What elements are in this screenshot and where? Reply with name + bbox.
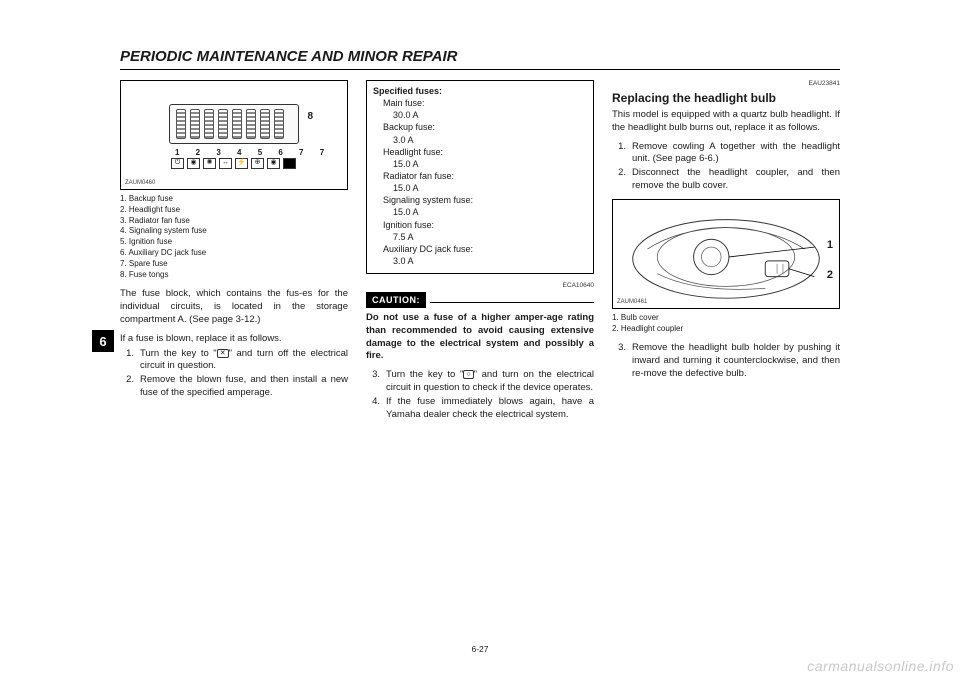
fuse-icon-row: ⏻◉✺↔⚡⊕◉: [171, 158, 297, 170]
figure-code: ZAUM0461: [617, 298, 647, 306]
callout-1: 1: [827, 238, 833, 253]
caution-label: CAUTION:: [366, 292, 426, 308]
legend-item: 1. Bulb cover: [612, 313, 840, 324]
paragraph: The fuse block, which contains the fus-e…: [120, 288, 348, 326]
watermark: carmanualsonline.info: [807, 658, 954, 674]
step: 1. Turn the key to "✕" and turn off the …: [120, 348, 348, 374]
legend-item: 1. Backup fuse: [120, 194, 348, 205]
caution-code: ECA10640: [366, 282, 594, 291]
legend-item: 3. Radiator fan fuse: [120, 216, 348, 227]
page: PERIODIC MAINTENANCE AND MINOR REPAIR 6: [0, 0, 960, 678]
legend-item: 7. Spare fuse: [120, 259, 348, 270]
page-title: PERIODIC MAINTENANCE AND MINOR REPAIR: [120, 48, 840, 65]
step: 2. Remove the blown fuse, and then insta…: [120, 374, 348, 400]
legend-item: 2. Headlight fuse: [120, 205, 348, 216]
column-1: 1 2 3 4 5 6 7 7 ⏻◉✺↔⚡⊕◉ 8 ZAUM0460 1. Ba…: [120, 80, 348, 560]
spec-header: Specified fuses:: [373, 85, 587, 97]
legend-item: 6. Auxiliary DC jack fuse: [120, 248, 348, 259]
fuse-block-figure: 1 2 3 4 5 6 7 7 ⏻◉✺↔⚡⊕◉ 8 ZAUM0460: [120, 80, 348, 190]
page-number: 6-27: [0, 644, 960, 654]
caution-header: CAUTION:: [366, 292, 594, 308]
fuse-legend: 1. Backup fuse 2. Headlight fuse 3. Radi…: [120, 194, 348, 280]
section-tab: 6: [92, 330, 114, 352]
header: PERIODIC MAINTENANCE AND MINOR REPAIR: [120, 48, 840, 70]
figure-code: ZAUM0460: [125, 179, 155, 187]
fuse-tongs-label: 8: [307, 110, 313, 124]
headlight-figure: 1 2 ZAUM0461: [612, 199, 840, 309]
legend-item: 8. Fuse tongs: [120, 270, 348, 281]
step: 3. Remove the headlight bulb holder by p…: [612, 342, 840, 380]
callout-2: 2: [827, 268, 833, 283]
legend-item: 4. Signaling system fuse: [120, 226, 348, 237]
step-list: 1. Turn the key to "✕" and turn off the …: [120, 348, 348, 400]
section-title: Replacing the headlight bulb: [612, 90, 840, 107]
step: 4. If the fuse immediately blows again, …: [366, 396, 594, 422]
paragraph: If a fuse is blown, replace it as follow…: [120, 333, 348, 346]
legend-item: 5. Ignition fuse: [120, 237, 348, 248]
column-2: Specified fuses: Main fuse:30.0 A Backup…: [366, 80, 594, 560]
column-3: EAU23841 Replacing the headlight bulb Th…: [612, 80, 840, 560]
step: 1. Remove cowling A together with the he…: [612, 141, 840, 167]
key-on-icon: ○: [463, 370, 473, 379]
specified-fuses-box: Specified fuses: Main fuse:30.0 A Backup…: [366, 80, 594, 274]
content-columns: 1 2 3 4 5 6 7 7 ⏻◉✺↔⚡⊕◉ 8 ZAUM0460 1. Ba…: [120, 80, 840, 560]
step-list: 1. Remove cowling A together with the he…: [612, 141, 840, 193]
caution-text: Do not use a fuse of a higher amper-age …: [366, 312, 594, 363]
headlight-legend: 1. Bulb cover 2. Headlight coupler: [612, 313, 840, 335]
section-code: EAU23841: [612, 80, 840, 89]
step-list: 3. Remove the headlight bulb holder by p…: [612, 342, 840, 380]
step: 2. Disconnect the headlight coupler, and…: [612, 167, 840, 193]
step: 3. Turn the key to "○" and turn on the e…: [366, 369, 594, 395]
key-off-icon: ✕: [217, 349, 229, 358]
legend-item: 2. Headlight coupler: [612, 324, 840, 335]
paragraph: This model is equipped with a quartz bul…: [612, 109, 840, 135]
step-list: 3. Turn the key to "○" and turn on the e…: [366, 369, 594, 421]
